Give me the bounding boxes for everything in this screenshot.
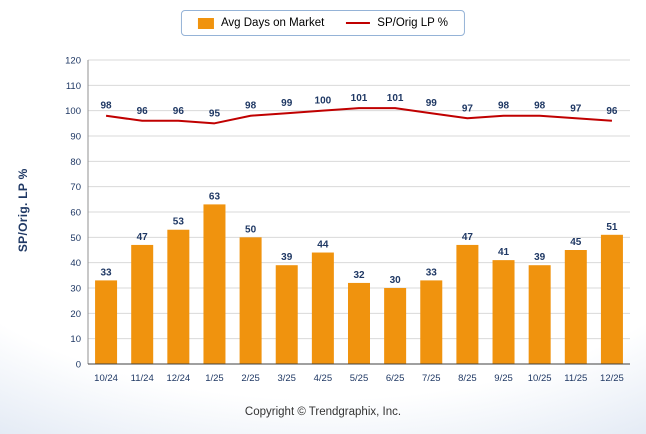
svg-text:7/25: 7/25 (422, 373, 441, 384)
svg-text:97: 97 (462, 103, 474, 114)
svg-text:39: 39 (534, 252, 546, 263)
svg-text:80: 80 (70, 157, 81, 168)
svg-text:47: 47 (137, 232, 149, 243)
legend-bar-label: Avg Days on Market (220, 17, 325, 29)
svg-text:96: 96 (173, 106, 185, 117)
svg-text:45: 45 (570, 237, 582, 248)
svg-text:40: 40 (70, 258, 81, 269)
copyright-text: Copyright © Trendgraphix, Inc. (244, 406, 402, 418)
svg-text:12/25: 12/25 (600, 373, 624, 384)
bar-swatch-icon (197, 17, 214, 29)
svg-text:2/25: 2/25 (241, 373, 260, 384)
svg-text:47: 47 (462, 232, 474, 243)
svg-text:96: 96 (137, 106, 149, 117)
svg-text:98: 98 (101, 101, 113, 112)
svg-text:98: 98 (498, 101, 510, 112)
svg-text:120: 120 (65, 56, 81, 67)
svg-text:90: 90 (70, 132, 81, 143)
svg-text:101: 101 (351, 93, 368, 104)
svg-text:4/25: 4/25 (314, 373, 333, 384)
svg-text:10: 10 (70, 334, 81, 345)
svg-text:60: 60 (70, 208, 81, 219)
svg-text:98: 98 (534, 101, 546, 112)
svg-text:3/25: 3/25 (277, 373, 296, 384)
svg-text:10/24: 10/24 (94, 373, 118, 384)
svg-text:30: 30 (390, 275, 402, 286)
svg-text:20: 20 (70, 309, 81, 320)
svg-text:51: 51 (606, 222, 618, 233)
svg-text:101: 101 (387, 93, 404, 104)
svg-text:9/25: 9/25 (494, 373, 513, 384)
svg-text:53: 53 (173, 217, 185, 228)
svg-text:50: 50 (70, 233, 81, 244)
svg-text:95: 95 (209, 108, 221, 119)
svg-text:63: 63 (209, 191, 221, 202)
svg-text:39: 39 (281, 252, 293, 263)
svg-text:11/25: 11/25 (564, 373, 587, 384)
svg-text:1/25: 1/25 (205, 373, 224, 384)
svg-text:70: 70 (70, 182, 81, 193)
legend-item-bar: Avg Days on Market (197, 17, 325, 29)
chart-legend: Avg Days on Market SP/Orig LP % (180, 10, 466, 36)
svg-text:50: 50 (245, 224, 257, 235)
svg-text:33: 33 (426, 267, 438, 278)
svg-text:41: 41 (498, 247, 510, 258)
svg-text:6/25: 6/25 (386, 373, 405, 384)
svg-text:0: 0 (76, 360, 81, 371)
svg-text:110: 110 (66, 81, 81, 92)
svg-text:99: 99 (426, 98, 438, 109)
svg-text:99: 99 (281, 98, 293, 109)
svg-text:32: 32 (353, 270, 365, 281)
svg-text:11/24: 11/24 (131, 373, 154, 384)
svg-text:30: 30 (70, 284, 81, 295)
svg-text:44: 44 (317, 240, 329, 251)
plot-area: 0 10 20 30 40 50 60 70 80 90 100 110 120 33 10/24 47 11/… (0, 46, 646, 403)
legend-line-label: SP/Orig LP % (377, 17, 449, 29)
svg-text:100: 100 (315, 96, 332, 107)
svg-text:8/25: 8/25 (458, 373, 477, 384)
svg-text:98: 98 (245, 101, 257, 112)
svg-text:33: 33 (101, 267, 113, 278)
svg-text:97: 97 (570, 103, 582, 114)
legend-item-line: SP/Orig LP % (346, 17, 448, 29)
svg-text:12/24: 12/24 (166, 373, 190, 384)
svg-text:100: 100 (65, 106, 81, 117)
combo-chart: 0 10 20 30 40 50 60 70 80 90 100 110 120 33 10/24 47 11/… (65, 56, 630, 384)
svg-text:10/25: 10/25 (528, 373, 552, 384)
svg-text:5/25: 5/25 (350, 373, 369, 384)
line-swatch-icon (346, 22, 371, 24)
svg-text:96: 96 (606, 106, 618, 117)
